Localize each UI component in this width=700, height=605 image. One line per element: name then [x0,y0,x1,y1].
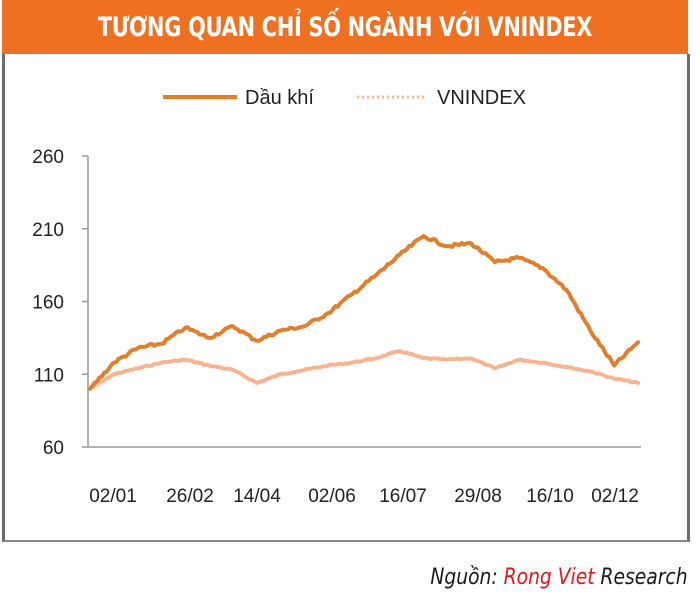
y-tick-label: 260 [32,147,64,168]
x-tick-label: 16/07 [379,486,427,507]
legend-label-vnindex: VNINDEX [437,87,526,109]
x-tick-label: 16/10 [526,486,574,507]
chart-frame [2,54,690,542]
y-tick-label: 210 [32,220,64,241]
legend: Dầu khí VNINDEX [163,87,526,109]
y-tick-label: 110 [34,365,64,386]
source-prefix: Nguồn: [430,565,505,590]
x-tick-label: 14/04 [233,486,281,507]
y-axis: 260 210 160 110 60 [32,147,89,459]
chart-title-bar: TƯƠNG QUAN CHỈ SỐ NGÀNH VỚI VNINDEX [2,0,688,54]
series-line-vnindex [88,349,640,391]
source-brand: Rong Viet [504,565,596,590]
source-suffix: Research [595,565,688,590]
legend-label-oil: Dầu khí [245,87,314,109]
x-tick-label: 02/12 [591,486,639,507]
series-group [88,234,640,391]
chart-title: TƯƠNG QUAN CHỈ SỐ NGÀNH VỚI VNINDEX [97,11,593,43]
series-line-oil [88,234,640,391]
y-tick-label: 60 [43,438,64,459]
x-tick-label: 02/01 [89,486,137,507]
x-tick-label: 02/06 [308,486,356,507]
source-note: Nguồn: Rong Viet Research [431,565,688,590]
x-tick-label: 29/08 [454,486,502,507]
y-tick-label: 160 [32,293,64,314]
x-tick-label: 26/02 [166,486,214,507]
x-axis: 02/01 26/02 14/04 02/06 16/07 29/08 16/10 02/12 [88,446,641,507]
